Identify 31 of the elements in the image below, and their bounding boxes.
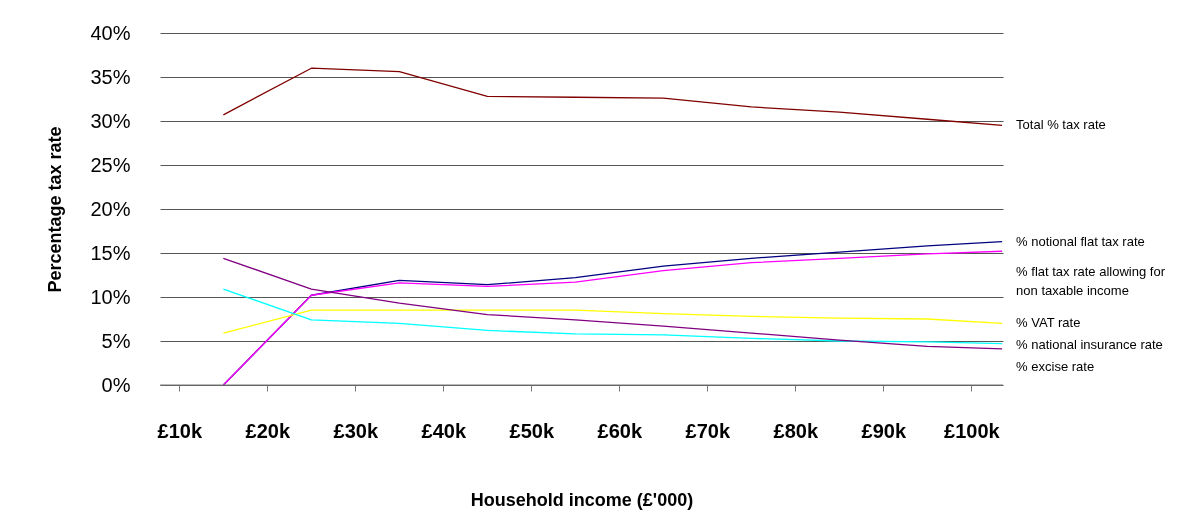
x-tick-label: £50k — [509, 419, 555, 442]
line-series — [222, 288, 1003, 345]
x-axis-title: Household income (£'000) — [470, 489, 694, 510]
x-tick-label: £60k — [597, 419, 643, 442]
x-tick-label: £100k — [944, 419, 1001, 442]
y-axis-title: Percentage tax rate — [45, 126, 66, 293]
y-tick-label: 5% — [101, 329, 131, 352]
x-tick-label: £40k — [421, 419, 467, 442]
series-label: % notional flat tax rate — [1016, 233, 1145, 249]
series-label: % national insurance rate — [1016, 337, 1163, 353]
x-tick-label: £80k — [773, 419, 819, 442]
x-tick-label: £90k — [861, 419, 907, 442]
x-tick-label: £10k — [157, 419, 203, 442]
x-tick-label: £20k — [245, 419, 291, 442]
y-tick-label: 35% — [90, 65, 131, 88]
y-tick-label: 10% — [90, 285, 131, 308]
series-label: % flat tax rate allowing for non taxable income — [1016, 264, 1166, 299]
y-tick-label: 15% — [90, 241, 131, 264]
x-tick-label: £30k — [333, 419, 379, 442]
y-tick-label: 25% — [90, 153, 131, 176]
series-label: Total % tax rate — [1016, 117, 1106, 133]
series-label: % excise rate — [1016, 359, 1095, 375]
line-series — [222, 309, 1003, 334]
series-label: % VAT rate — [1016, 315, 1081, 331]
x-tick-label: £70k — [685, 419, 731, 442]
line-series — [222, 67, 1003, 127]
y-tick-label: 20% — [90, 197, 131, 220]
line-series — [222, 257, 1003, 350]
y-tick-label: 0% — [101, 373, 131, 396]
y-tick-label: 30% — [90, 109, 131, 132]
y-tick-label: 40% — [90, 21, 131, 44]
